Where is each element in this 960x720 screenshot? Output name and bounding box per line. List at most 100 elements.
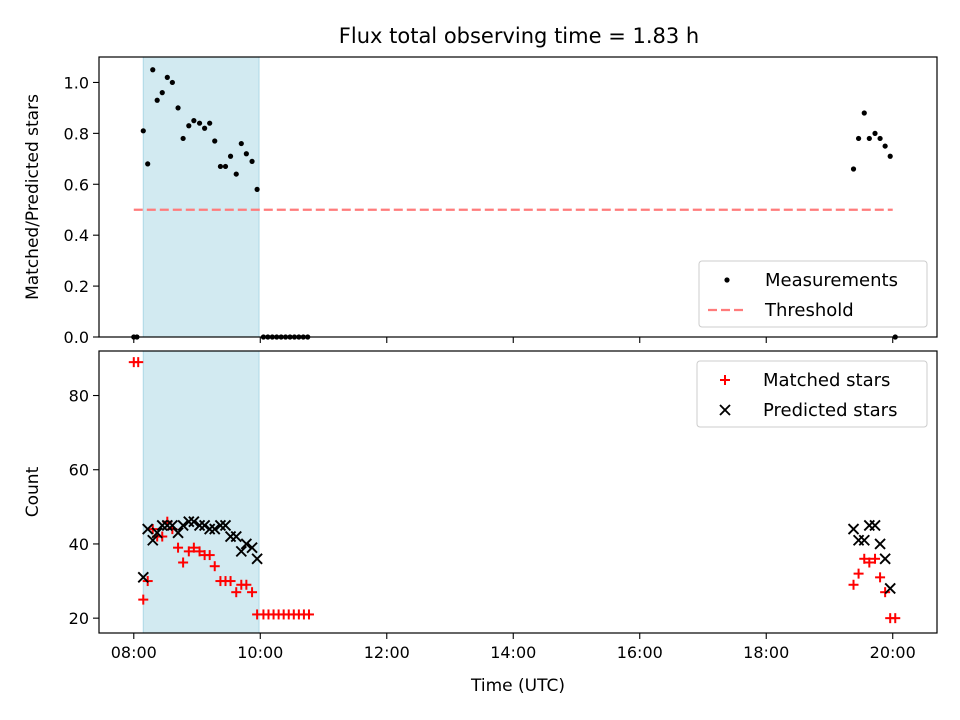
- matched-stars-point: [848, 579, 859, 590]
- observing-span-shade: [142, 56, 260, 338]
- predicted-stars-point: [251, 553, 263, 565]
- predicted-stars-point: [177, 519, 189, 532]
- matched-stars-point: [859, 553, 870, 564]
- matched-stars-point: [157, 531, 168, 542]
- measurement-point: [877, 135, 883, 142]
- measurement-point: [887, 153, 893, 159]
- measurement-point: [217, 163, 224, 170]
- matched-stars-point: [853, 568, 864, 579]
- measurement-point: [191, 118, 197, 124]
- legend-label: Measurements: [765, 270, 898, 291]
- measurement-point: [202, 125, 208, 131]
- x-tick-label: 12:00: [364, 643, 410, 662]
- measurement-point: [169, 79, 175, 86]
- predicted-stars-point: [847, 523, 860, 535]
- y-tick-label: 80: [69, 387, 89, 406]
- predicted-stars-point: [209, 523, 221, 535]
- measurement-point: [154, 97, 160, 103]
- top-y-axis-label: Matched/Predicted stars: [23, 94, 43, 300]
- measurement-point: [140, 128, 146, 134]
- legend-item: Measurements: [724, 270, 898, 291]
- measurement-point: [164, 74, 170, 80]
- predicted-stars-point: [172, 527, 184, 539]
- predicted-stars-point: [156, 519, 168, 532]
- measurement-point: [872, 130, 878, 136]
- matched-stars-point: [173, 542, 184, 553]
- legend-item: Predicted stars: [719, 400, 897, 421]
- y-tick-label: 0.8: [64, 124, 89, 143]
- matched-stars-point: [188, 542, 199, 553]
- matched-stars-point: [178, 557, 189, 568]
- matched-stars-point: [880, 587, 891, 598]
- predicted-stars-point: [230, 530, 242, 543]
- measurement-point: [159, 90, 165, 96]
- top-panel: 0.0 0.2 0.4 0.6 0.8 1.0 Matched/Predicted sta…: [23, 56, 938, 347]
- predicted-stars-point: [246, 541, 258, 554]
- measurement-point: [186, 123, 192, 129]
- y-tick-label: 40: [69, 535, 89, 554]
- x-tick-label: 18:00: [743, 643, 789, 662]
- matched-stars-point: [875, 572, 886, 583]
- matched-stars-point: [241, 579, 252, 590]
- y-tick-label: 20: [69, 609, 89, 628]
- predicted-stars-point: [188, 516, 200, 528]
- y-tick-label: 0.4: [64, 226, 89, 245]
- legend-marker: [719, 404, 731, 416]
- x-tick-label: 20:00: [870, 643, 916, 662]
- measurement-point: [180, 135, 186, 142]
- measurement-point: [175, 105, 181, 111]
- predicted-stars-point: [161, 519, 173, 532]
- predicted-stars-point: [214, 519, 227, 532]
- matched-stars-point: [864, 557, 875, 568]
- predicted-stars-point: [151, 527, 163, 539]
- measurement-point: [254, 186, 260, 192]
- bottom-y-axis-label: Count: [23, 466, 43, 517]
- predicted-stars-point: [884, 582, 896, 595]
- measurement-point: [227, 153, 234, 159]
- matched-stars-point: [133, 357, 144, 368]
- matched-stars-point: [870, 553, 881, 564]
- measurement-point: [882, 143, 888, 149]
- y-tick-label: 0.6: [64, 175, 89, 194]
- matched-stars-point: [303, 609, 314, 620]
- legend-box: [696, 360, 928, 428]
- predicted-stars-point: [858, 534, 870, 546]
- measurement-point: [249, 158, 255, 164]
- matched-stars-point: [194, 546, 205, 557]
- x-tick-label: 08:00: [111, 643, 157, 662]
- predicted-stars-point: [193, 519, 206, 532]
- measurement-point: [855, 135, 862, 142]
- measurement-point: [238, 140, 244, 147]
- legend-label: Matched stars: [763, 370, 890, 391]
- measurement-point: [212, 138, 218, 144]
- predicted-stars-point: [198, 519, 211, 532]
- legend-label: Threshold: [764, 300, 854, 321]
- matched-stars-point: [231, 587, 242, 598]
- y-tick-label: 1.0: [64, 73, 89, 92]
- chart-title: Flux total observing time = 1.83 h: [339, 24, 699, 48]
- top-legend: Measurements Threshold: [698, 260, 928, 328]
- measurement-point: [145, 161, 151, 167]
- measurement-point: [861, 110, 867, 116]
- predicted-stars-point: [219, 519, 232, 532]
- legend-item: Threshold: [708, 300, 854, 321]
- observing-span-shade: [142, 350, 260, 634]
- legend-marker: [724, 277, 730, 283]
- y-tick-label: 60: [69, 461, 89, 480]
- predicted-stars-point: [183, 516, 195, 528]
- y-tick-label: 0.2: [64, 277, 89, 296]
- legend-item: Matched stars: [720, 370, 890, 391]
- bottom-axes-frame: [98, 350, 938, 634]
- legend-marker: [720, 375, 730, 385]
- predicted-stars-point: [235, 545, 247, 558]
- x-axis-label: Time (UTC): [470, 676, 565, 696]
- predicted-stars-point: [240, 538, 253, 550]
- predicted-stars-point: [147, 534, 159, 546]
- matched-stars-point: [225, 576, 236, 587]
- predicted-stars-point: [166, 519, 179, 532]
- legend-label: Predicted stars: [763, 400, 897, 421]
- measurement-point: [866, 135, 872, 142]
- predicted-stars-point: [204, 523, 216, 535]
- bottom-panel: 20 40 60 80 08:00 10:00 12:00 14:00 16:00 18:00 20…: [23, 350, 938, 696]
